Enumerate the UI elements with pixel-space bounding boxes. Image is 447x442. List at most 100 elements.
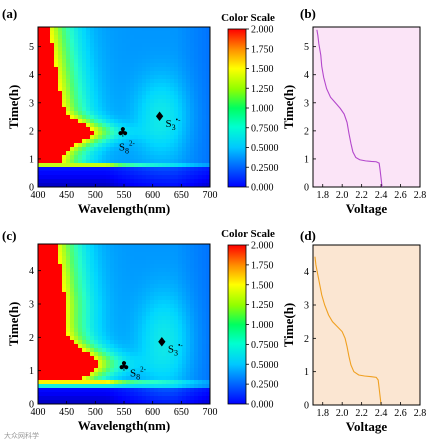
heat-cell [106, 123, 111, 128]
heat-cell [110, 179, 115, 184]
heat-cell [50, 400, 55, 404]
heat-cell [206, 380, 210, 385]
heat-cell [118, 107, 123, 112]
heat-cell [54, 111, 59, 116]
heat-cell [118, 296, 123, 301]
heat-cell [54, 135, 59, 140]
heat-cell [62, 179, 67, 184]
heat-cell [186, 360, 191, 365]
heat-cell [158, 39, 163, 44]
heat-cell [122, 51, 127, 56]
heat-cell [170, 139, 175, 144]
heat-cell [62, 111, 67, 116]
heat-cell [186, 143, 191, 148]
heat-cell [166, 332, 171, 337]
annotation-superscript: •- [176, 116, 181, 124]
heat-cell [206, 312, 210, 317]
heat-cell [58, 75, 63, 80]
heat-cell [102, 396, 107, 401]
heat-cell [78, 39, 83, 44]
heat-cell [74, 171, 79, 176]
heat-cell [122, 392, 127, 397]
heat-cell [50, 107, 55, 112]
heat-cell [78, 103, 83, 108]
heat-cell [178, 324, 183, 329]
heat-cell [54, 159, 59, 164]
heat-cell [170, 388, 175, 393]
x-axis-label: Wavelength(nm) [78, 201, 170, 216]
heat-cell [86, 268, 91, 273]
heat-cell [74, 288, 79, 293]
heat-cell [78, 83, 83, 88]
colorbar-tick-label: 1.250 [251, 300, 274, 311]
heat-cell [70, 328, 75, 333]
heat-cell [86, 352, 91, 357]
heat-cell [198, 131, 203, 136]
heat-cell [166, 264, 171, 269]
heat-cell [54, 167, 59, 172]
heat-cell [194, 103, 199, 108]
heat-cell [150, 171, 155, 176]
heat-cell [54, 51, 59, 56]
heat-cell [182, 171, 187, 176]
heat-cell [42, 179, 47, 184]
heat-cell [206, 352, 210, 357]
x-tick-label: 500 [88, 190, 103, 201]
heat-cell [150, 256, 155, 261]
heat-cell [110, 300, 115, 305]
heat-cell [106, 87, 111, 92]
heat-cell [194, 163, 199, 168]
heat-cell [70, 296, 75, 301]
heat-cell [114, 99, 119, 104]
heat-cell [162, 264, 167, 269]
heat-cell [94, 292, 99, 297]
heat-cell [74, 276, 79, 281]
heat-cell [162, 67, 167, 72]
heat-cell [174, 320, 179, 325]
heat-cell [142, 368, 147, 373]
heat-cell [206, 115, 210, 120]
heat-cell [114, 171, 119, 176]
heat-cell [62, 384, 67, 389]
heat-cell [102, 27, 107, 32]
heat-cell [138, 175, 143, 180]
heat-cell [78, 151, 83, 156]
heat-cell [94, 360, 99, 365]
heat-cell [114, 336, 119, 341]
heat-cell [74, 352, 79, 357]
heat-cell [162, 135, 167, 140]
heat-cell [110, 155, 115, 160]
heat-cell [58, 376, 63, 381]
heat-cell [194, 183, 199, 187]
heat-cell [66, 35, 71, 40]
heat-cell [190, 280, 195, 285]
heat-cell [110, 244, 115, 249]
heat-cell [82, 75, 87, 80]
heat-cell [198, 179, 203, 184]
heat-cell [182, 175, 187, 180]
heat-cell [186, 131, 191, 136]
heat-cell [194, 119, 199, 124]
heat-cell [190, 380, 195, 385]
heat-cell [134, 292, 139, 297]
heat-cell [198, 47, 203, 52]
heat-cell [190, 171, 195, 176]
heat-cell [50, 276, 55, 281]
heat-cell [122, 167, 127, 172]
heat-cell [194, 292, 199, 297]
heat-cell [138, 312, 143, 317]
heat-cell [166, 284, 171, 289]
heat-cell [194, 27, 199, 32]
heat-cell [110, 111, 115, 116]
annotation-superscript: 2- [129, 139, 136, 147]
heat-cell [42, 312, 47, 317]
heat-cell [42, 71, 47, 76]
heat-cell [58, 167, 63, 172]
heat-cell [38, 396, 43, 401]
heat-cell [74, 316, 79, 321]
heat-cell [86, 376, 91, 381]
heat-cell [194, 167, 199, 172]
heat-cell [202, 324, 207, 329]
heat-cell [118, 155, 123, 160]
heat-cell [142, 71, 147, 76]
